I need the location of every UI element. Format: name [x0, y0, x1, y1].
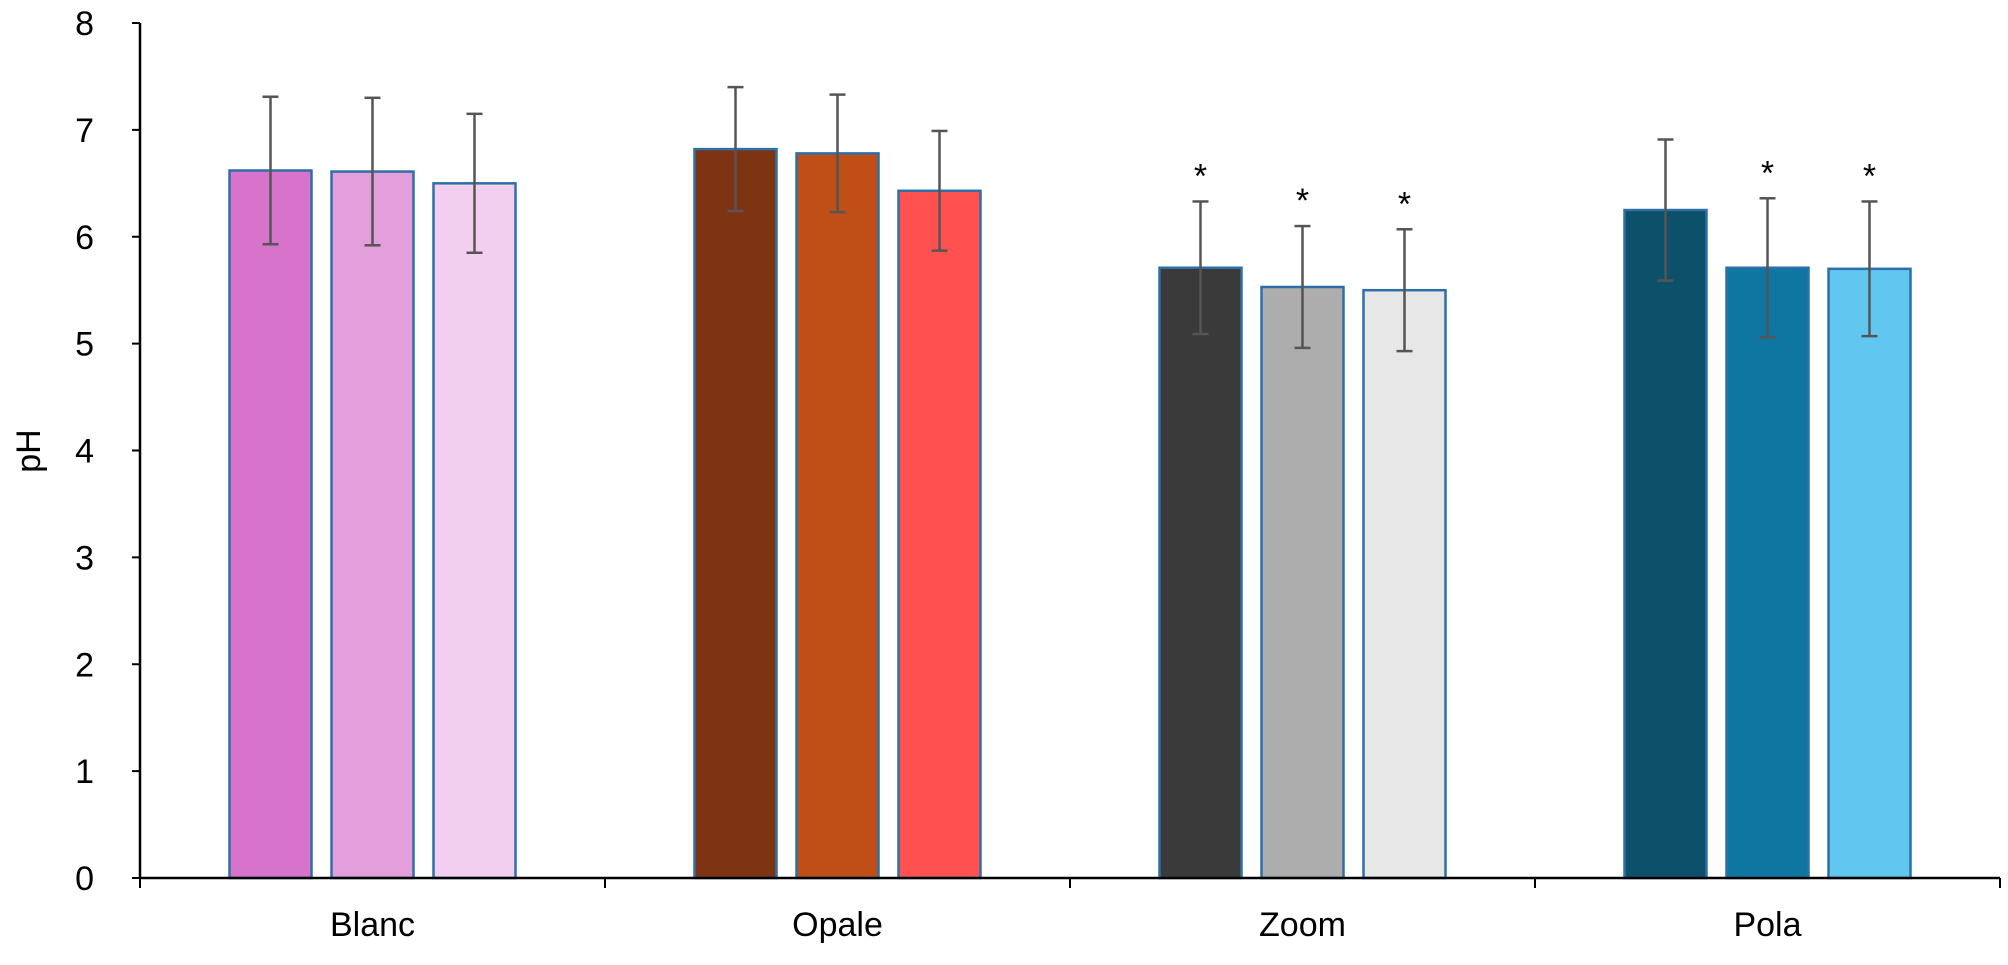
y-tick-label: 6: [75, 219, 94, 257]
significance-star: *: [1863, 157, 1876, 195]
x-axis-labels: Blanc Opale Zoom Pola: [330, 906, 1802, 944]
y-axis-title: pH: [10, 429, 48, 472]
bar-opale-3: [897, 189, 982, 880]
bar-blanc-2: [330, 170, 415, 880]
bar-blanc-3: [432, 182, 517, 880]
bar-zoom-3: [1362, 288, 1447, 880]
x-category-label: Pola: [1733, 906, 1801, 944]
y-tick-label: 1: [75, 753, 94, 791]
y-tick-label: 2: [75, 646, 94, 684]
bar-pola-3: [1827, 267, 1912, 880]
bar-opale-1: [693, 147, 778, 880]
y-axis-ticks: 0 1 2 3 4 5 6 7 8: [75, 5, 140, 898]
y-tick-label: 8: [75, 5, 94, 43]
bar-groups: [228, 147, 1912, 880]
bar-blanc-1: [228, 169, 313, 880]
y-tick-label: 4: [75, 433, 94, 471]
x-category-label: Blanc: [330, 906, 415, 944]
bar-pola-2: [1725, 266, 1810, 880]
y-tick-label: 5: [75, 326, 94, 364]
y-tick-label: 7: [75, 112, 94, 150]
error-bars: [262, 85, 1878, 353]
y-tick-label: 3: [75, 539, 94, 577]
significance-markers: * * * * *: [1194, 154, 1876, 223]
significance-star: *: [1194, 157, 1207, 195]
x-category-label: Opale: [792, 906, 883, 944]
significance-star: *: [1296, 182, 1309, 220]
x-category-label: Zoom: [1259, 906, 1346, 944]
bar-opale-2: [795, 152, 880, 880]
bar-zoom-1: [1158, 266, 1243, 880]
bar-zoom-2: [1260, 285, 1345, 880]
bar-pola-1: [1623, 208, 1708, 880]
significance-star: *: [1398, 185, 1411, 223]
x-axis-ticks: [139, 878, 2001, 888]
significance-star: *: [1761, 154, 1774, 192]
y-tick-label: 0: [75, 860, 94, 898]
